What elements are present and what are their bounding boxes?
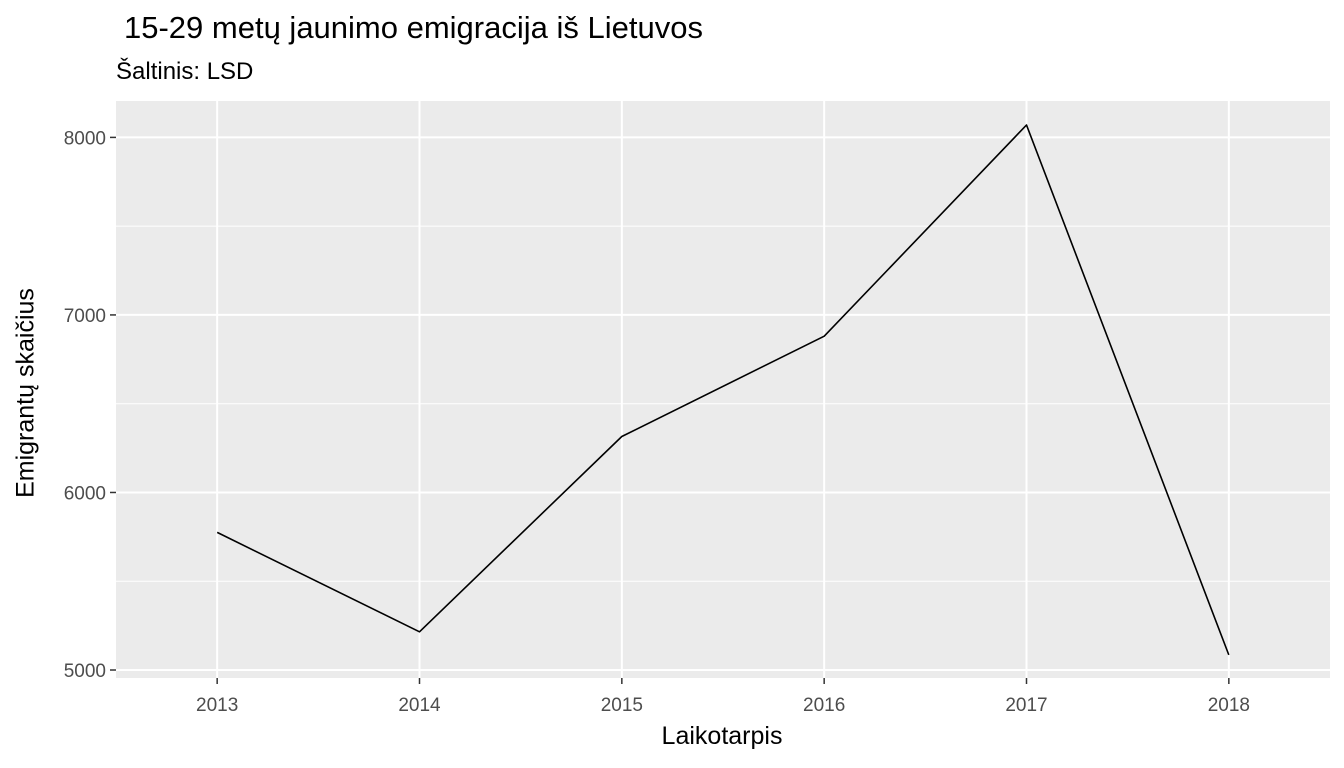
chart-subtitle: Šaltinis: LSD xyxy=(116,58,254,85)
x-tick-label: 2015 xyxy=(601,695,643,716)
y-axis-label: Emigrantų skaičius xyxy=(11,288,40,498)
x-tick-label: 2017 xyxy=(1005,695,1047,716)
tick-labels: 5000 6000 7000 8000 2013 2014 2015 2016 2017 2018 xyxy=(64,128,1250,716)
series-line xyxy=(216,124,1230,656)
x-tick-label: 2018 xyxy=(1208,695,1250,716)
y-tick-label: 5000 xyxy=(64,661,106,682)
series-layer xyxy=(216,124,1230,656)
x-tick-label: 2016 xyxy=(803,695,845,716)
axis-ticks xyxy=(110,136,1230,684)
plot-panel xyxy=(116,101,1330,678)
y-tick-label: 7000 xyxy=(64,306,106,327)
y-tick-label: 8000 xyxy=(64,128,106,149)
x-tick-label: 2013 xyxy=(196,695,238,716)
x-tick-label: 2014 xyxy=(398,695,441,716)
x-axis-label: Laikotarpis xyxy=(661,722,783,750)
chart-title: 15-29 metų jaunimo emigracija iš Lietuvo… xyxy=(124,10,703,45)
y-tick-label: 6000 xyxy=(64,483,106,504)
major-gridlines xyxy=(116,101,1330,678)
